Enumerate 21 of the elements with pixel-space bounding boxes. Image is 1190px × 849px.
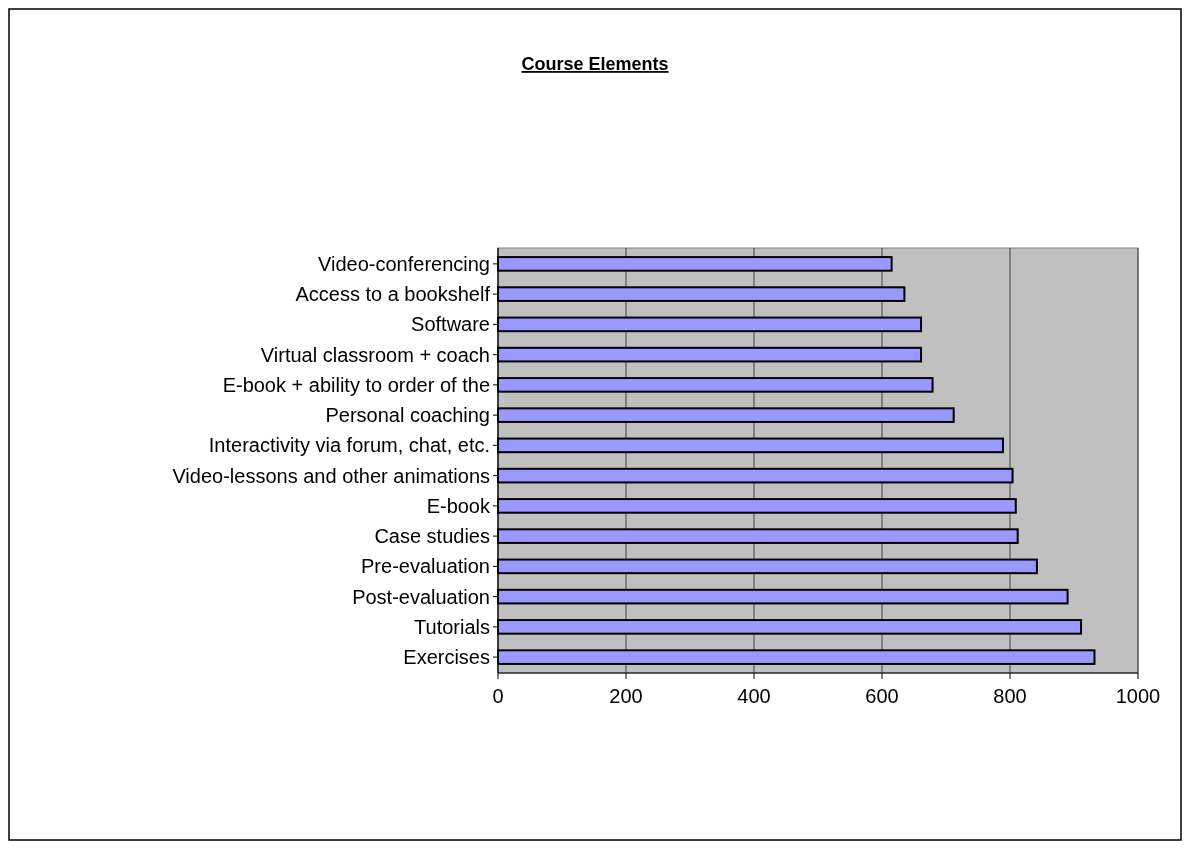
y-tick-label: Pre-evaluation — [361, 555, 490, 578]
y-tick-label: Post-evaluation — [352, 585, 490, 608]
y-tick-label: Software — [411, 313, 490, 336]
y-tick-label: Virtual classroom + coach — [260, 343, 490, 366]
y-tick-label: Exercises — [403, 646, 490, 669]
y-tick-label: E-book — [426, 494, 491, 517]
y-tick-label: Case studies — [374, 525, 490, 548]
y-tick-label: Personal coaching — [325, 404, 490, 427]
x-tick-label: 1000 — [1115, 685, 1161, 707]
y-tick-label: Interactivity via forum, chat, etc. — [208, 434, 490, 457]
x-tick-label: 400 — [737, 685, 771, 707]
x-tick-label: 600 — [865, 685, 899, 707]
x-tick-label: 800 — [993, 685, 1027, 707]
y-tick-label: Video-lessons and other animations — [172, 464, 490, 487]
y-tick-label: Access to a bookshelf — [295, 283, 491, 306]
y-tick-label: Video-conferencing — [318, 252, 490, 275]
x-tick-label: 0 — [492, 685, 504, 707]
x-tick-label: 200 — [609, 685, 643, 707]
y-tick-label: E-book + ability to order of the — [222, 373, 490, 396]
chart-title: Course Elements — [521, 54, 669, 74]
y-tick-label: Tutorials — [414, 615, 490, 638]
